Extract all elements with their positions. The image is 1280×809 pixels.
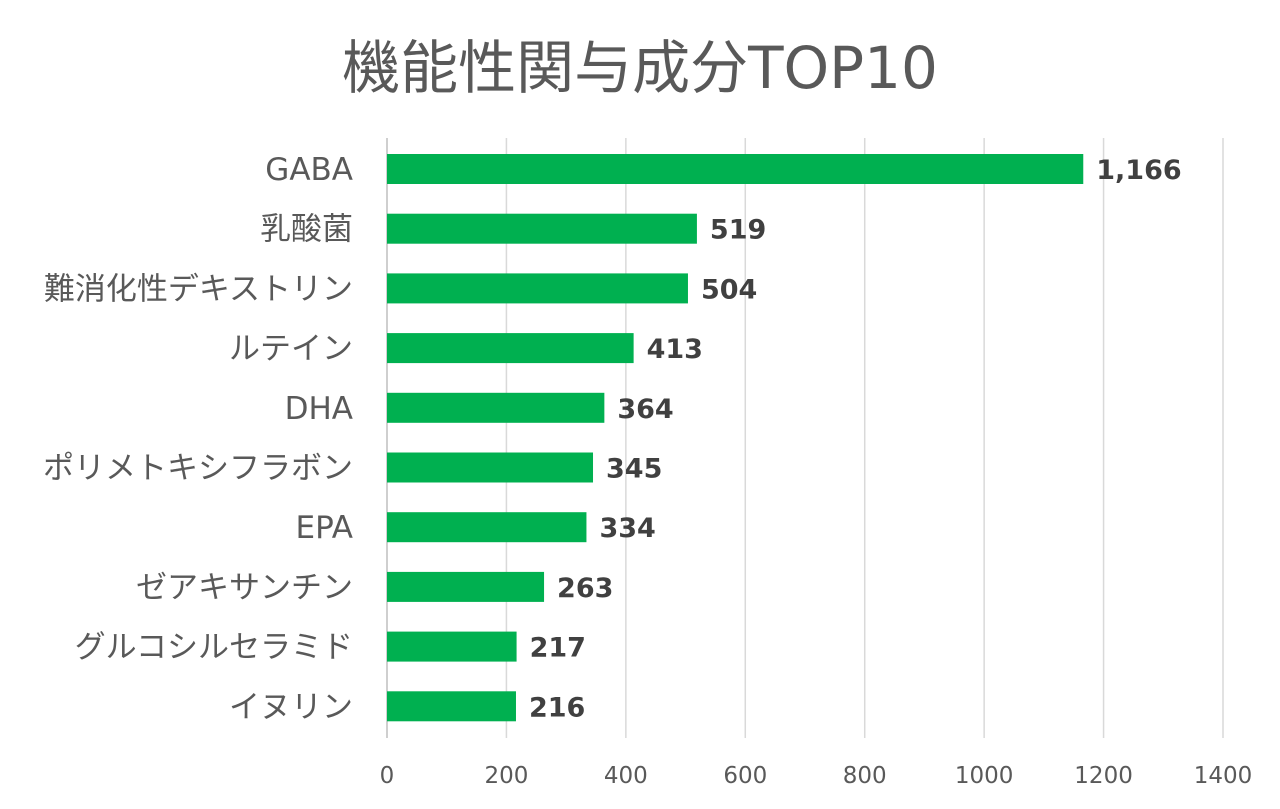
category-label: GABA — [265, 152, 353, 188]
x-tick-label: 200 — [484, 763, 528, 789]
data-label: 504 — [701, 274, 757, 305]
x-tick-label: 1000 — [955, 763, 1014, 789]
data-label: 1,166 — [1096, 155, 1181, 186]
data-label: 364 — [617, 394, 673, 425]
x-axis-tick-labels: 0 200 400 600 800 1000 1200 1400 — [380, 763, 1253, 789]
data-label: 216 — [529, 692, 585, 723]
x-tick-label: 0 — [380, 763, 395, 789]
bar — [387, 333, 634, 364]
category-label: ルテイン — [229, 331, 353, 367]
x-tick-label: 400 — [604, 763, 648, 789]
data-label: 413 — [647, 334, 703, 365]
bar — [387, 571, 545, 602]
data-label: 345 — [606, 454, 662, 485]
category-label: グルコシルセラミド — [75, 630, 353, 666]
bar — [387, 154, 1084, 184]
category-label: EPA — [295, 510, 353, 546]
data-labels: 1,166 519 504 413 364 345 334 263 217 216 — [529, 155, 1182, 723]
data-label: 519 — [710, 215, 766, 246]
bar — [387, 512, 587, 543]
data-label: 263 — [557, 573, 613, 604]
category-label: イヌリン — [229, 689, 353, 725]
data-label: 334 — [599, 513, 655, 544]
category-label: DHA — [285, 391, 353, 427]
bar — [387, 392, 605, 423]
bar — [387, 213, 697, 244]
category-label: ゼアキサンチン — [136, 570, 353, 606]
bar — [387, 452, 594, 483]
data-label: 217 — [530, 633, 586, 664]
x-tick-label: 600 — [723, 763, 767, 789]
x-tick-label: 800 — [843, 763, 887, 789]
bars — [387, 154, 1084, 722]
x-tick-label: 1200 — [1074, 763, 1133, 789]
category-label: 乳酸菌 — [260, 212, 353, 248]
x-tick-label: 1400 — [1194, 763, 1253, 789]
category-label: 難消化性デキストリン — [44, 271, 353, 307]
bar — [387, 691, 516, 722]
chart-title: 機能性関与成分TOP10 — [342, 34, 938, 102]
category-label: ポリメトキシフラボン — [43, 451, 353, 487]
bar — [387, 273, 688, 304]
bar — [387, 631, 517, 662]
